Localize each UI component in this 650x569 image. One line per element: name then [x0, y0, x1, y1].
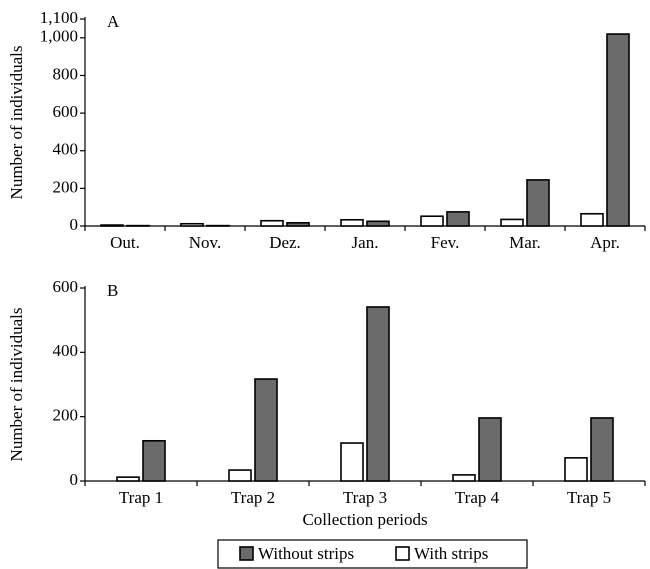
x-tick-label: Jan.	[352, 233, 379, 252]
bar	[606, 33, 630, 227]
y-tick-label: 200	[53, 177, 79, 196]
bar	[100, 224, 124, 227]
legend-box	[217, 539, 528, 569]
x-tick-label: Trap 3	[343, 488, 387, 507]
y-axis-label: Number of individuals	[7, 308, 26, 462]
bar	[116, 476, 140, 482]
x-tick-label: Out.	[110, 233, 140, 252]
y-tick-label: 1,100	[40, 8, 78, 27]
bar	[526, 179, 550, 227]
y-tick-label: 200	[53, 406, 79, 425]
y-tick-label: 0	[70, 215, 79, 234]
x-axis-label: Collection periods	[302, 510, 427, 529]
bar	[366, 220, 390, 227]
bar	[340, 442, 364, 482]
y-tick-label: 400	[53, 140, 79, 159]
x-tick-label: Mar.	[509, 233, 541, 252]
x-tick-label: Trap 4	[455, 488, 500, 507]
panel-label: A	[107, 12, 120, 31]
bar	[254, 378, 278, 482]
x-tick-label: Trap 2	[231, 488, 275, 507]
y-tick-label: 0	[70, 470, 79, 489]
x-tick-label: Trap 1	[119, 488, 163, 507]
bar	[478, 417, 502, 482]
y-axis-label: Number of individuals	[7, 46, 26, 200]
x-tick-label: Nov.	[189, 233, 221, 252]
bar	[228, 469, 252, 482]
bar	[452, 474, 476, 482]
y-tick-label: 800	[53, 64, 79, 83]
bar	[340, 218, 364, 227]
legend-swatch	[395, 546, 410, 561]
y-tick-label: 400	[53, 341, 79, 360]
panel-label: B	[107, 281, 118, 300]
bar	[286, 222, 310, 227]
bar	[446, 211, 470, 227]
bar	[180, 222, 204, 227]
x-tick-label: Fev.	[431, 233, 460, 252]
bar	[260, 219, 284, 227]
bar	[142, 439, 166, 482]
bar	[500, 218, 524, 227]
bar	[580, 212, 604, 227]
bar	[420, 215, 444, 227]
x-tick-label: Apr.	[590, 233, 620, 252]
y-tick-label: 600	[53, 277, 79, 296]
y-tick-label: 1,000	[40, 27, 78, 46]
bar	[564, 457, 588, 482]
bar	[590, 417, 614, 482]
x-tick-label: Trap 5	[567, 488, 611, 507]
x-tick-label: Dez.	[269, 233, 301, 252]
bar	[366, 306, 390, 482]
y-tick-label: 600	[53, 102, 79, 121]
legend-label: Without strips	[258, 544, 354, 563]
legend-label: With strips	[414, 544, 488, 563]
legend-swatch	[239, 546, 254, 561]
